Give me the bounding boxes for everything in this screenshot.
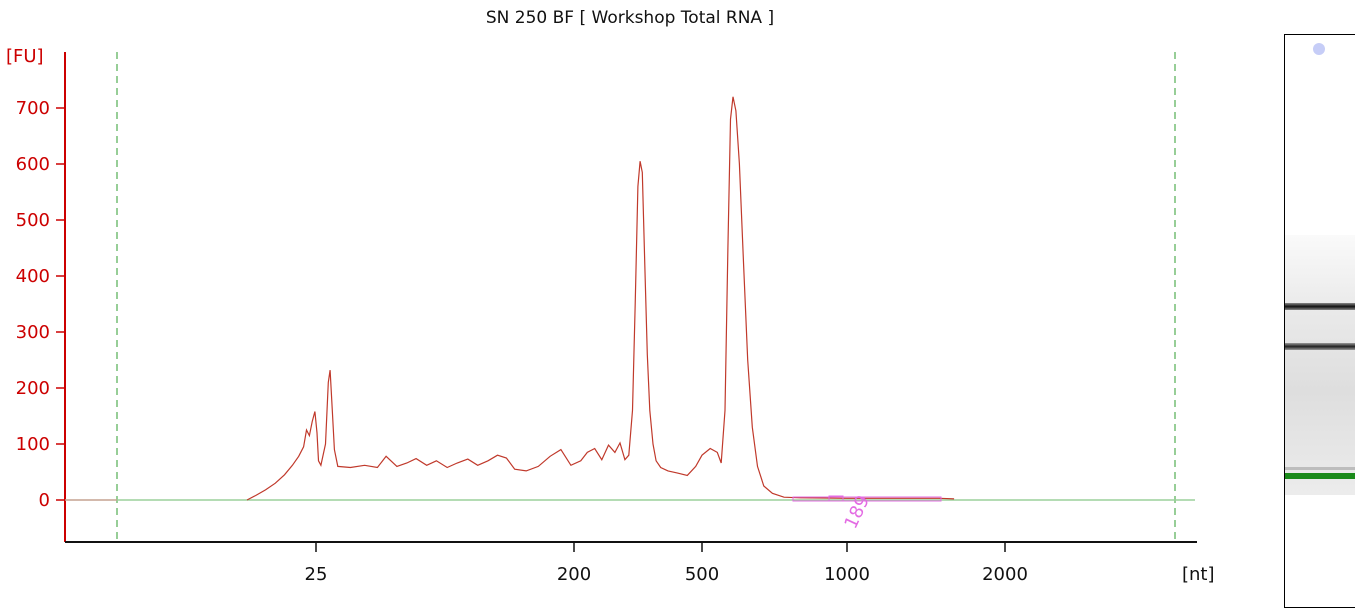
y-axis-unit-label: [FU] [6, 46, 44, 67]
gel-band-middle [1285, 343, 1355, 350]
y-tick-label: 200 [16, 378, 50, 399]
gel-band-upper [1285, 303, 1355, 310]
y-tick-label: 0 [39, 490, 50, 511]
y-tick-label: 500 [16, 210, 50, 231]
electropherogram-plot: [FU] [nt] 0 100 200 300 400 500 600 700 25 200 50… [6, 46, 1215, 585]
gel-lane [1284, 34, 1355, 608]
fluorescence-trace [246, 96, 955, 501]
x-tick-label: 2000 [982, 564, 1028, 585]
gel-well-icon [1313, 43, 1325, 55]
x-tick-label: 1000 [824, 564, 870, 585]
y-tick-label: 600 [16, 154, 50, 175]
gel-marker-band [1285, 473, 1355, 479]
y-tick-label: 300 [16, 322, 50, 343]
y-ticks: 0 100 200 300 400 500 600 700 [16, 98, 65, 511]
gel-smear [1285, 235, 1355, 495]
x-axis-unit-label: [nt] [1182, 564, 1215, 585]
x-ticks: 25 200 500 1000 2000 [305, 542, 1028, 585]
x-tick-label: 25 [305, 564, 328, 585]
y-tick-label: 100 [16, 434, 50, 455]
fragment-region-box [828, 495, 844, 502]
y-tick-label: 700 [16, 98, 50, 119]
gel-band-faint [1285, 467, 1355, 470]
y-tick-label: 400 [16, 266, 50, 287]
fragment-region [792, 496, 942, 502]
chart-title: SN 250 BF [ Workshop Total RNA ] [485, 8, 775, 28]
x-tick-label: 200 [557, 564, 591, 585]
x-tick-label: 500 [685, 564, 719, 585]
